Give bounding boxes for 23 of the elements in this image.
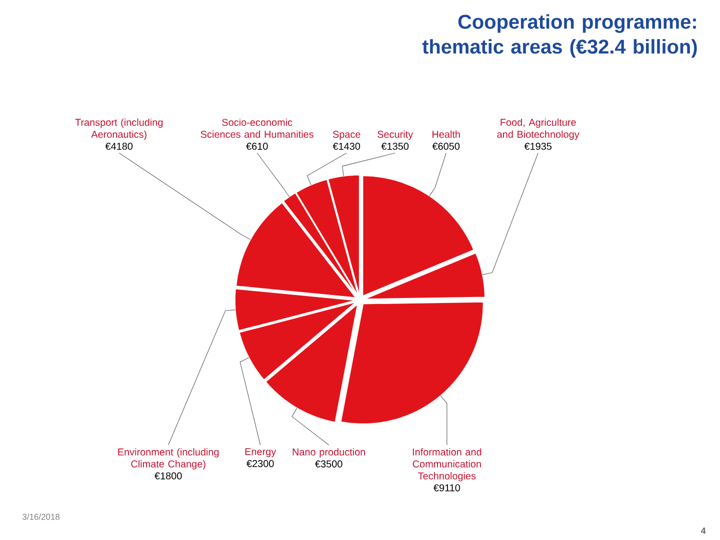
slice-label: Information and Communication Technologies: [412, 448, 482, 482]
slice-label: Nano production: [292, 448, 365, 458]
data-label: €4180: [105, 142, 133, 150]
slice-label: Energy: [245, 448, 276, 458]
data-label: €2300: [246, 460, 274, 468]
slice-label: Transport (including Aeronautics): [75, 118, 163, 140]
slice-label: Health: [432, 130, 460, 138]
data-label: €3500: [315, 460, 342, 468]
data-label: €610: [246, 142, 268, 150]
slice-label: Food, Agriculture and Biotechnology: [497, 118, 580, 140]
data-label: €9110: [434, 484, 460, 492]
data-label: €1800: [154, 472, 182, 480]
text: 3/16/2018: [22, 514, 60, 520]
slice-label: Socio-economic Sciences and Humanities: [200, 118, 314, 138]
slice-label: Space: [332, 130, 360, 140]
data-label: €1430: [332, 142, 360, 150]
data-label: €6050: [432, 142, 460, 150]
slice-label: Security: [378, 130, 414, 140]
chart-title: Cooperation programme: thematic areas (€32.4 billion): [422, 14, 697, 58]
slice-label: Environment (including Climate Change): [118, 448, 219, 470]
data-label: €1935: [524, 142, 552, 150]
text: 4: [700, 528, 706, 534]
data-label: €1350: [381, 142, 409, 150]
